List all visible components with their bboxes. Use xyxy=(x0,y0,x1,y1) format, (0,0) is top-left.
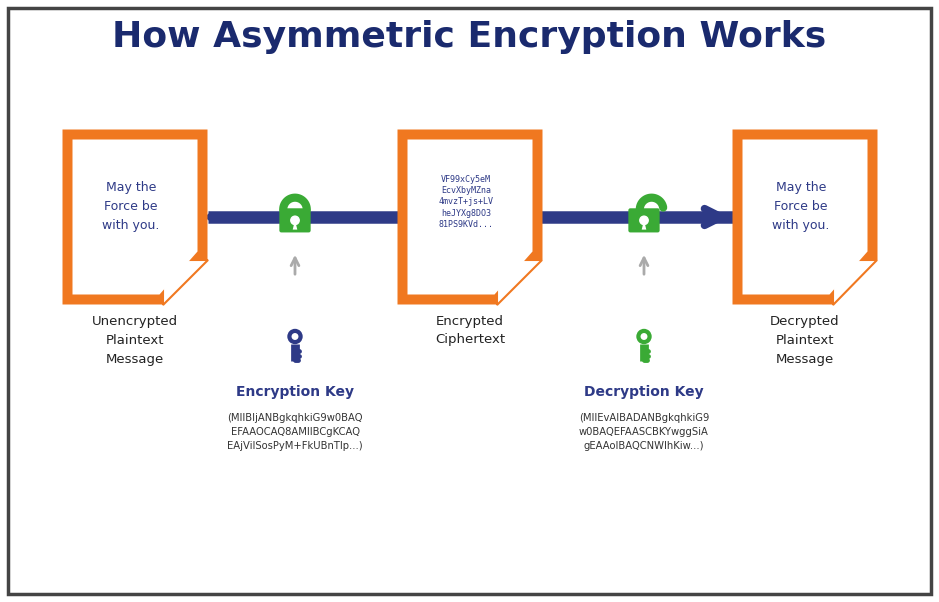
Polygon shape xyxy=(833,259,878,305)
Text: How Asymmetric Encryption Works: How Asymmetric Encryption Works xyxy=(113,20,826,54)
Text: Unencrypted
Plaintext
Message: Unencrypted Plaintext Message xyxy=(92,314,178,365)
Text: Encrypted
Ciphertext: Encrypted Ciphertext xyxy=(435,314,505,347)
Polygon shape xyxy=(408,140,532,294)
Text: May the
Force be
with you.: May the Force be with you. xyxy=(772,181,830,232)
Polygon shape xyxy=(498,259,543,305)
FancyBboxPatch shape xyxy=(279,208,311,232)
Text: Decrypted
Plaintext
Message: Decrypted Plaintext Message xyxy=(770,314,839,365)
Circle shape xyxy=(291,333,299,340)
Polygon shape xyxy=(293,220,298,229)
Polygon shape xyxy=(641,220,646,229)
Polygon shape xyxy=(743,140,868,294)
Circle shape xyxy=(287,329,302,344)
Circle shape xyxy=(291,216,300,225)
Polygon shape xyxy=(72,140,197,294)
FancyBboxPatch shape xyxy=(628,208,660,232)
Circle shape xyxy=(639,216,648,225)
Polygon shape xyxy=(397,129,543,305)
Text: May the
Force be
with you.: May the Force be with you. xyxy=(102,181,160,232)
Polygon shape xyxy=(63,129,208,305)
Circle shape xyxy=(640,333,648,340)
Circle shape xyxy=(637,329,652,344)
Text: (MIIEvAIBADANBgkqhkiG9
w0BAQEFAASCBKYwggSiA
gEAAoIBAQCNWIhKiw...): (MIIEvAIBADANBgkqhkiG9 w0BAQEFAASCBKYwgg… xyxy=(578,413,709,451)
Polygon shape xyxy=(162,259,208,305)
Text: VF99xCy5eM
EcvXbyMZna
4mvzT+js+LV
heJYXg8DO3
81PS9KVd...: VF99xCy5eM EcvXbyMZna 4mvzT+js+LV heJYXg… xyxy=(439,175,494,229)
Text: (MIIBIjANBgkqhkiG9w0BAQ
EFAAOCAQ8AMIIBCgKCAQ
EAjVilSosPyM+FkUBnTlp...): (MIIBIjANBgkqhkiG9w0BAQ EFAAOCAQ8AMIIBCg… xyxy=(227,413,362,451)
Text: Encryption Key: Encryption Key xyxy=(236,385,354,399)
Polygon shape xyxy=(732,129,878,305)
Text: Decryption Key: Decryption Key xyxy=(584,385,704,399)
